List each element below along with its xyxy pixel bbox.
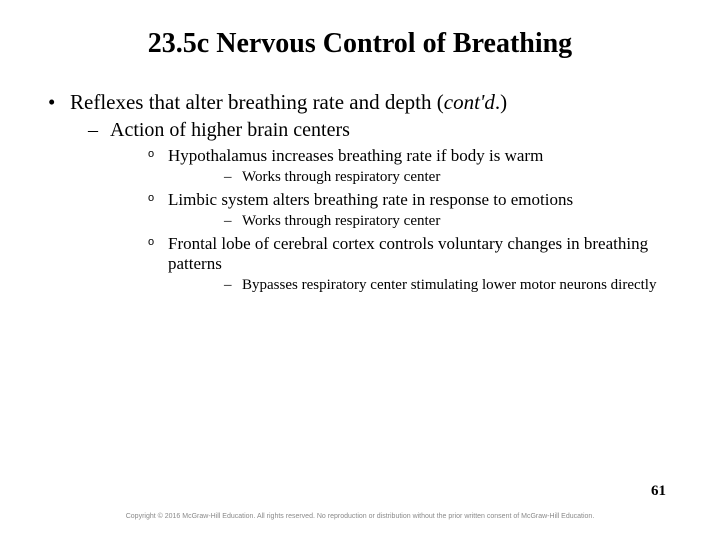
page-number: 61 [651,483,666,500]
list-item: Works through respiratory center [168,213,672,230]
list-item: Limbic system alters breathing rate in r… [110,190,672,230]
bullet-list-level4: Works through respiratory center [168,169,672,186]
slide: 23.5c Nervous Control of Breathing Refle… [0,0,720,540]
list-item: Reflexes that alter breathing rate and d… [48,90,672,294]
bullet-text: Frontal lobe of cerebral cortex controls… [168,234,648,273]
bullet-text-italic: cont'd [444,90,495,114]
bullet-list-level2: Action of higher brain centers Hypothala… [70,119,672,294]
list-item: Works through respiratory center [168,169,672,186]
bullet-text-suffix: .) [495,90,507,114]
bullet-list-level4: Bypasses respiratory center stimulating … [168,277,672,294]
bullet-text: Bypasses respiratory center stimulating … [242,277,656,293]
copyright-text: Copyright © 2016 McGraw-Hill Education. … [0,513,720,520]
bullet-list-level3: Hypothalamus increases breathing rate if… [110,146,672,294]
list-item: Frontal lobe of cerebral cortex controls… [110,234,672,294]
bullet-text: Hypothalamus increases breathing rate if… [168,146,543,165]
bullet-text: Limbic system alters breathing rate in r… [168,190,573,209]
slide-title: 23.5c Nervous Control of Breathing [48,28,672,60]
bullet-text: Works through respiratory center [242,169,440,185]
list-item: Action of higher brain centers Hypothala… [70,119,672,294]
list-item: Hypothalamus increases breathing rate if… [110,146,672,186]
bullet-list-level1: Reflexes that alter breathing rate and d… [48,90,672,294]
bullet-text-prefix: Reflexes that alter breathing rate and d… [70,90,444,114]
bullet-text: Action of higher brain centers [110,119,350,141]
bullet-text: Works through respiratory center [242,213,440,229]
bullet-list-level4: Works through respiratory center [168,213,672,230]
list-item: Bypasses respiratory center stimulating … [168,277,672,294]
